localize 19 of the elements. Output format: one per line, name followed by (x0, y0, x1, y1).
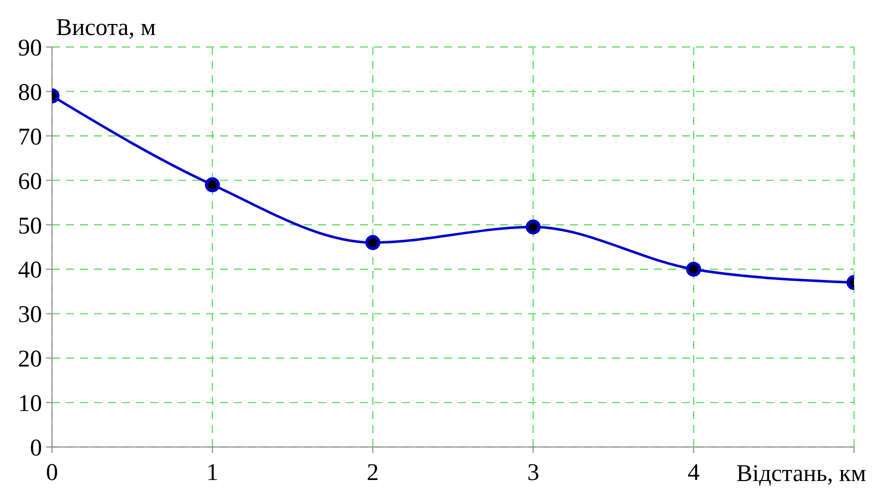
y-axis-title: Висота, м (56, 15, 156, 41)
x-axis-title: Відстань, км (736, 461, 866, 487)
y-tick-label: 70 (18, 124, 42, 150)
y-tick-label: 60 (18, 168, 42, 195)
y-tick-label: 90 (18, 36, 42, 62)
y-tick-label: 30 (18, 302, 42, 328)
x-tick-label: 4 (688, 460, 700, 486)
point (365, 235, 380, 250)
y-tick-label: 50 (18, 213, 42, 240)
y-tick-label: 80 (18, 80, 42, 106)
y-tick-label: 0 (30, 436, 42, 462)
y-tick-label: 40 (18, 258, 42, 284)
x-tick-label: 1 (206, 460, 218, 486)
x-tick-label: 0 (46, 460, 58, 486)
y-tick-label: 20 (18, 346, 42, 373)
point (526, 220, 541, 234)
x-tick-label: 2 (366, 460, 379, 486)
y-tick-label: 10 (18, 391, 42, 418)
x-tick-label: 3 (527, 460, 540, 486)
